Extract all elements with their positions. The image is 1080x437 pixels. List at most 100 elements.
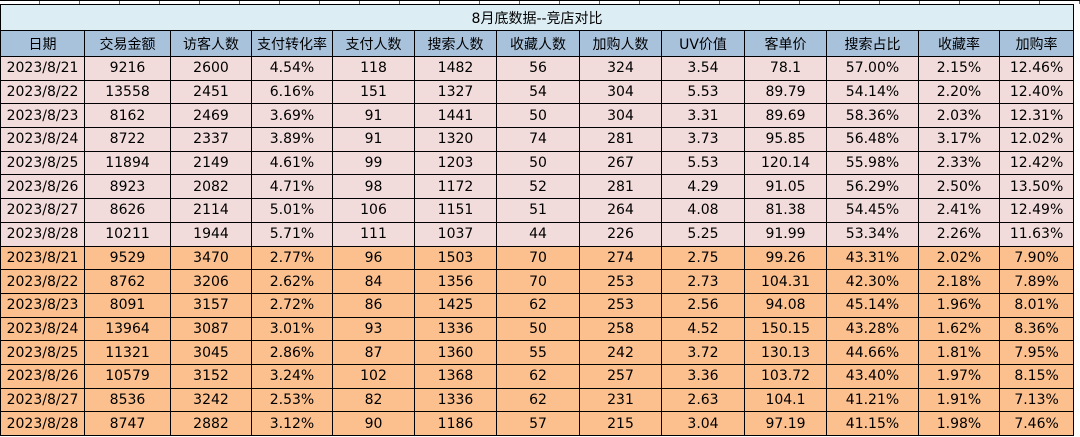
data-cell[interactable]: 41.15%: [826, 411, 919, 436]
data-cell[interactable]: 267: [579, 150, 662, 176]
data-cell[interactable]: 8162: [84, 103, 171, 129]
data-cell[interactable]: 151: [332, 79, 415, 105]
data-cell[interactable]: 2.77%: [251, 245, 333, 271]
data-cell[interactable]: 1503: [414, 245, 497, 271]
data-cell[interactable]: 2.18%: [918, 269, 1000, 294]
data-cell[interactable]: 95.85: [744, 127, 827, 152]
data-cell[interactable]: 1.96%: [918, 292, 1000, 318]
column-header[interactable]: 支付转化率: [251, 30, 333, 57]
date-cell[interactable]: 2023/8/22: [0, 79, 85, 105]
data-cell[interactable]: 1320: [414, 127, 497, 152]
column-header[interactable]: 搜索人数: [414, 30, 497, 57]
data-cell[interactable]: 45.14%: [826, 292, 919, 318]
data-cell[interactable]: 2.72%: [251, 292, 333, 318]
data-cell[interactable]: 1482: [414, 56, 497, 81]
data-cell[interactable]: 2114: [170, 198, 252, 223]
date-cell[interactable]: 2023/8/24: [0, 316, 85, 342]
data-cell[interactable]: 62: [496, 363, 580, 389]
data-cell[interactable]: 324: [579, 56, 662, 81]
data-cell[interactable]: 2.53%: [251, 387, 333, 413]
data-cell[interactable]: 3242: [170, 387, 252, 413]
data-cell[interactable]: 104.1: [744, 387, 827, 413]
data-cell[interactable]: 2.56: [661, 292, 745, 318]
data-cell[interactable]: 2337: [170, 127, 252, 152]
data-cell[interactable]: 3.36: [661, 363, 745, 389]
data-cell[interactable]: 12.46%: [998, 56, 1075, 81]
data-cell[interactable]: 5.25: [661, 221, 745, 247]
date-cell[interactable]: 2023/8/21: [0, 56, 85, 81]
data-cell[interactable]: 53.34%: [826, 221, 919, 247]
data-cell[interactable]: 41.21%: [826, 387, 919, 413]
data-cell[interactable]: 44: [496, 221, 580, 247]
date-cell[interactable]: 2023/8/28: [0, 221, 85, 247]
data-cell[interactable]: 11.63%: [998, 221, 1075, 247]
data-cell[interactable]: 90: [332, 411, 415, 436]
data-cell[interactable]: 7.46%: [998, 411, 1075, 436]
data-cell[interactable]: 257: [579, 363, 662, 389]
data-cell[interactable]: 2.02%: [918, 245, 1000, 271]
data-cell[interactable]: 281: [579, 127, 662, 152]
data-cell[interactable]: 1336: [414, 316, 497, 342]
date-cell[interactable]: 2023/8/28: [0, 411, 85, 436]
data-cell[interactable]: 8923: [84, 174, 171, 200]
date-cell[interactable]: 2023/8/24: [0, 127, 85, 152]
data-cell[interactable]: 50: [496, 150, 580, 176]
data-cell[interactable]: 8.15%: [998, 363, 1075, 389]
data-cell[interactable]: 89.69: [744, 103, 827, 129]
data-cell[interactable]: 7.90%: [998, 245, 1075, 271]
data-cell[interactable]: 91.05: [744, 174, 827, 200]
data-cell[interactable]: 78.1: [744, 56, 827, 81]
data-cell[interactable]: 42.30%: [826, 269, 919, 294]
data-cell[interactable]: 9529: [84, 245, 171, 271]
data-cell[interactable]: 1425: [414, 292, 497, 318]
data-cell[interactable]: 87: [332, 340, 415, 365]
column-header[interactable]: 访客人数: [170, 30, 252, 57]
data-cell[interactable]: 7.13%: [998, 387, 1075, 413]
data-cell[interactable]: 1336: [414, 387, 497, 413]
data-cell[interactable]: 10579: [84, 363, 171, 389]
data-cell[interactable]: 1.97%: [918, 363, 1000, 389]
date-cell[interactable]: 2023/8/26: [0, 174, 85, 200]
data-cell[interactable]: 12.02%: [998, 127, 1075, 152]
data-cell[interactable]: 150.15: [744, 316, 827, 342]
data-cell[interactable]: 55: [496, 340, 580, 365]
data-cell[interactable]: 57: [496, 411, 580, 436]
data-cell[interactable]: 82: [332, 387, 415, 413]
data-cell[interactable]: 98: [332, 174, 415, 200]
data-cell[interactable]: 12.42%: [998, 150, 1075, 176]
data-cell[interactable]: 10211: [84, 221, 171, 247]
data-cell[interactable]: 74: [496, 127, 580, 152]
data-cell[interactable]: 1441: [414, 103, 497, 129]
column-header[interactable]: 日期: [0, 30, 85, 57]
data-cell[interactable]: 62: [496, 292, 580, 318]
data-cell[interactable]: 2469: [170, 103, 252, 129]
data-cell[interactable]: 258: [579, 316, 662, 342]
data-cell[interactable]: 11894: [84, 150, 171, 176]
data-cell[interactable]: 274: [579, 245, 662, 271]
column-header[interactable]: 支付人数: [332, 30, 415, 57]
data-cell[interactable]: 56: [496, 56, 580, 81]
data-cell[interactable]: 2.63: [661, 387, 745, 413]
data-cell[interactable]: 2082: [170, 174, 252, 200]
data-cell[interactable]: 1037: [414, 221, 497, 247]
data-cell[interactable]: 91: [332, 103, 415, 129]
column-header[interactable]: UV价值: [661, 30, 745, 57]
data-cell[interactable]: 3.31: [661, 103, 745, 129]
data-cell[interactable]: 6.16%: [251, 79, 333, 105]
data-cell[interactable]: 1.91%: [918, 387, 1000, 413]
data-cell[interactable]: 81.38: [744, 198, 827, 223]
data-cell[interactable]: 3.89%: [251, 127, 333, 152]
data-cell[interactable]: 96: [332, 245, 415, 271]
date-cell[interactable]: 2023/8/25: [0, 150, 85, 176]
data-cell[interactable]: 2.86%: [251, 340, 333, 365]
data-cell[interactable]: 8091: [84, 292, 171, 318]
data-cell[interactable]: 3.73: [661, 127, 745, 152]
data-cell[interactable]: 94.08: [744, 292, 827, 318]
data-cell[interactable]: 84: [332, 269, 415, 294]
data-cell[interactable]: 120.14: [744, 150, 827, 176]
data-cell[interactable]: 3206: [170, 269, 252, 294]
data-cell[interactable]: 4.71%: [251, 174, 333, 200]
date-cell[interactable]: 2023/8/25: [0, 340, 85, 365]
data-cell[interactable]: 2149: [170, 150, 252, 176]
data-cell[interactable]: 4.61%: [251, 150, 333, 176]
